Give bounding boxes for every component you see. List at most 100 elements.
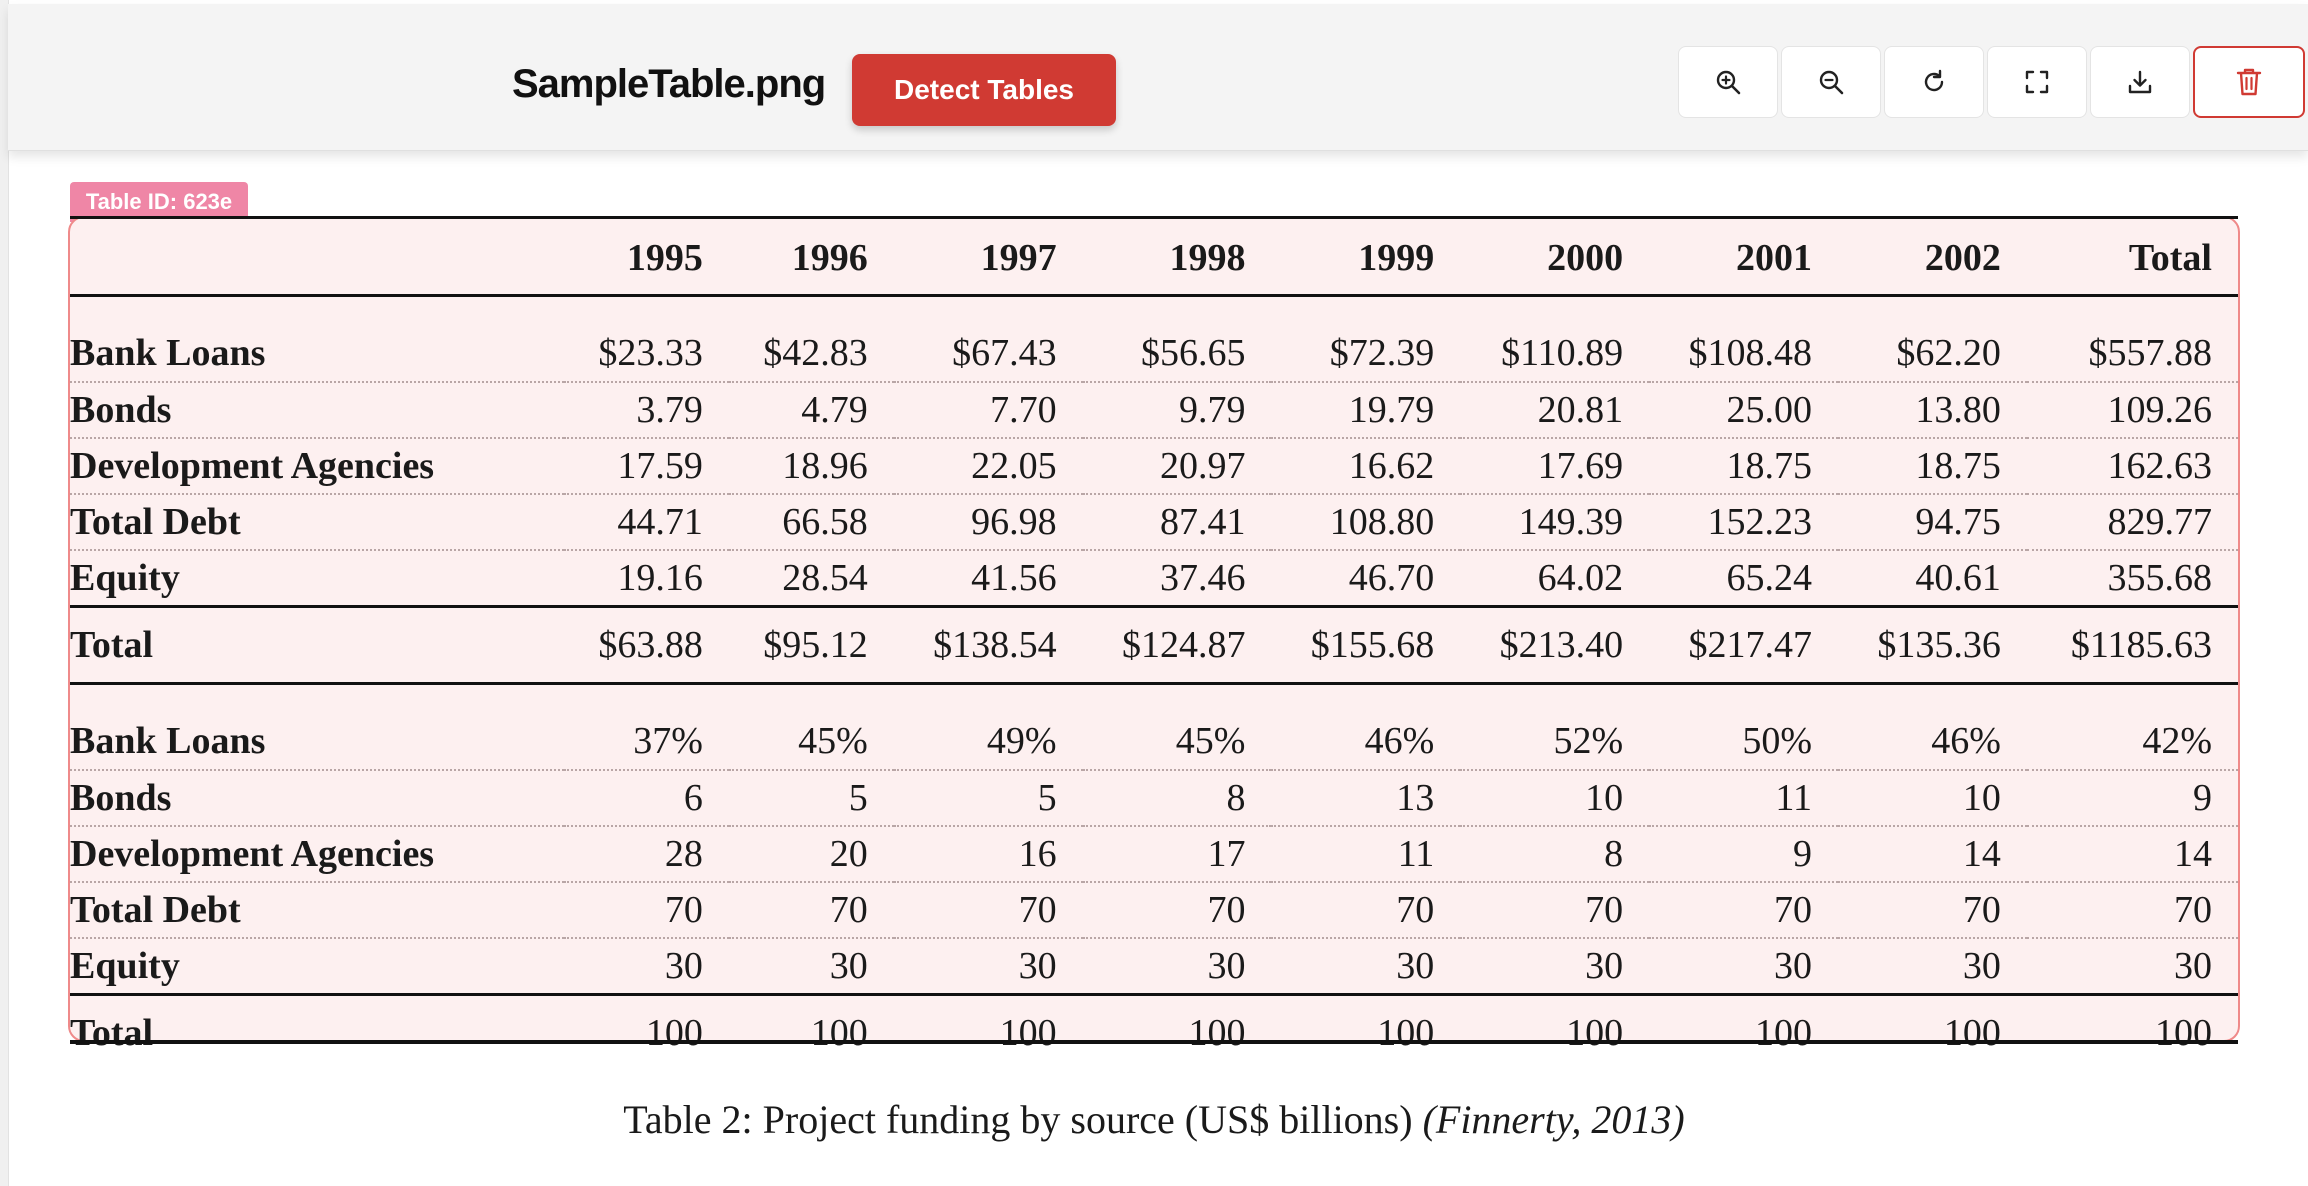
rotate-button[interactable] <box>1884 46 1984 118</box>
delete-button[interactable] <box>2193 46 2305 118</box>
table-cell: $1185.63 <box>2026 606 2238 685</box>
download-button[interactable] <box>2090 46 2190 118</box>
fullscreen-icon <box>2025 70 2049 94</box>
table-cell: 30 <box>893 938 1083 996</box>
table-cell: 70 <box>893 882 1083 939</box>
table-cell: $56.65 <box>1082 295 1272 383</box>
table-cell: $23.33 <box>564 295 729 383</box>
table-cell: 100 <box>1188 1012 1246 1054</box>
table-cell: 30 <box>728 938 894 996</box>
table-cell: $72.39 <box>1271 295 1461 383</box>
row-label: Bank Loans <box>70 295 564 383</box>
table-cell: $135.36 <box>1838 606 2027 685</box>
left-panel-edge <box>0 0 9 1186</box>
caption-text: Table 2: Project funding by source (US$ … <box>623 1097 1413 1142</box>
table-cell: 40.61 <box>1838 550 2027 608</box>
header-cell: 1995 <box>564 222 729 297</box>
detect-tables-button[interactable]: Detect Tables <box>852 54 1116 126</box>
table-cell: 19.79 <box>1271 382 1461 439</box>
table-cell: 19.16 <box>564 550 729 608</box>
table-cell: 70 <box>1460 882 1650 939</box>
table-cell: 45% <box>728 683 894 771</box>
zoom-in-button[interactable] <box>1678 46 1778 118</box>
table-top-rule <box>70 216 2238 219</box>
table-body: Bank Loans $23.33 $42.83 $67.43 $56.65 $72.39… <box>70 295 2238 1071</box>
table-cell: 149.39 <box>1460 494 1650 551</box>
table-cell: 64.02 <box>1460 550 1650 608</box>
table-cell: 9 <box>2026 770 2238 827</box>
table-cell: 52% <box>1460 683 1650 771</box>
table-row: Bonds 3.79 4.79 7.70 9.79 19.79 20.81 25.00 13.8… <box>70 382 2238 439</box>
row-label: Total <box>70 1012 154 1054</box>
table-cell: 10 <box>1838 770 2027 827</box>
table-cell: 8 <box>1460 826 1650 883</box>
header-cell: 2002 <box>1838 222 2027 297</box>
table-cell: 152.23 <box>1649 494 1839 551</box>
row-label: Total <box>70 606 564 685</box>
header-cell: Total <box>2026 222 2238 297</box>
table-cell: $67.43 <box>893 295 1083 383</box>
table-cell: 17 <box>1082 826 1272 883</box>
header-cell: 1999 <box>1271 222 1461 297</box>
caption-source: (Finnerty, 2013) <box>1422 1097 1685 1142</box>
table-cell: 7.70 <box>893 382 1083 439</box>
trash-icon <box>2236 68 2262 96</box>
table-cell: 13.80 <box>1838 382 2027 439</box>
table-cell: 11 <box>1649 770 1839 827</box>
table-cell: 46% <box>1271 683 1461 771</box>
header-cell: 2000 <box>1460 222 1650 297</box>
table-row: Bank Loans $23.33 $42.83 $67.43 $56.65 $72.39… <box>70 295 2238 383</box>
table-cell: 46.70 <box>1271 550 1461 608</box>
table-cell: 100 <box>1377 1012 1435 1054</box>
table-cell: 4.79 <box>728 382 894 439</box>
table-cell: 70 <box>1649 882 1839 939</box>
table-row: Equity 30 30 30 30 30 30 30 30 30 <box>70 938 2238 996</box>
table-cell: 162.63 <box>2026 438 2238 495</box>
table-cell: 37.46 <box>1082 550 1272 608</box>
table-cell: 66.58 <box>728 494 894 551</box>
table-cell: 30 <box>1082 938 1272 996</box>
table-cell: 18.75 <box>1838 438 2027 495</box>
table-cell: 9 <box>1649 826 1839 883</box>
table-cell: 70 <box>564 882 729 939</box>
table-cell: 30 <box>1271 938 1461 996</box>
table-cell: 100 <box>1566 1012 1624 1054</box>
table-cell: 42% <box>2026 683 2238 771</box>
table-id-badge: Table ID: 623e <box>70 182 248 222</box>
table-cell: 50% <box>1649 683 1839 771</box>
table-cell: 49% <box>893 683 1083 771</box>
fullscreen-button[interactable] <box>1987 46 2087 118</box>
table-row: Total Debt 70 70 70 70 70 70 70 70 70 <box>70 882 2238 939</box>
table-cell: $217.47 <box>1649 606 1839 685</box>
table-cell: 20 <box>728 826 894 883</box>
table-cell: 100 <box>1755 1012 1813 1054</box>
table-cell: 100 <box>645 1012 703 1054</box>
table-cell: 44.71 <box>564 494 729 551</box>
header-cell <box>70 222 564 297</box>
table-row: Equity 19.16 28.54 41.56 37.46 46.70 64.02 65.2… <box>70 550 2238 608</box>
toolbar: SampleTable.png Detect Tables <box>8 4 2308 151</box>
table-cell: 5 <box>728 770 894 827</box>
table-row: Development Agencies 17.59 18.96 22.05 20.97… <box>70 438 2238 495</box>
zoom-in-icon <box>1716 70 1741 95</box>
table-cell: $124.87 <box>1082 606 1272 685</box>
table-cell: 18.75 <box>1649 438 1839 495</box>
table-cell: 100 <box>1943 1012 2001 1054</box>
row-label: Equity <box>70 550 564 608</box>
table-cell: $155.68 <box>1271 606 1461 685</box>
table-cell: $62.20 <box>1838 295 2027 383</box>
zoom-out-button[interactable] <box>1781 46 1881 118</box>
table-cell: 25.00 <box>1649 382 1839 439</box>
table-cell: 100 <box>810 1012 868 1054</box>
table-cell: 37% <box>564 683 729 771</box>
table-cell: 17.59 <box>564 438 729 495</box>
table-cell: $42.83 <box>728 295 894 383</box>
table-cell: 94.75 <box>1838 494 2027 551</box>
zoom-out-icon <box>1819 70 1844 95</box>
row-label: Total Debt <box>70 494 564 551</box>
table-cell: 30 <box>1838 938 2027 996</box>
row-label: Bank Loans <box>70 683 564 771</box>
header-cell: 1997 <box>893 222 1083 297</box>
header-cell: 2001 <box>1649 222 1839 297</box>
table-cell: 30 <box>1460 938 1650 996</box>
